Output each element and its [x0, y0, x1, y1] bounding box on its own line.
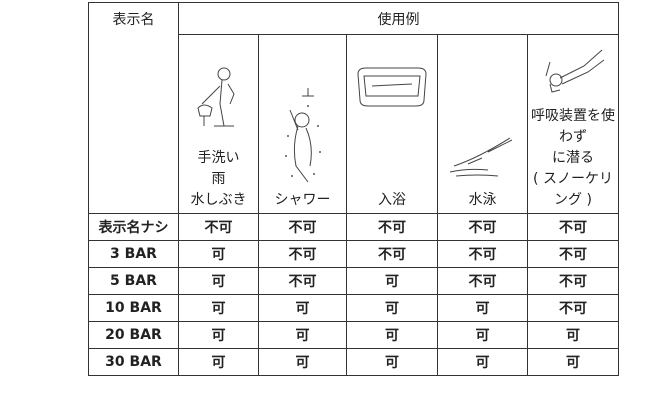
cell: 不可 — [258, 240, 347, 268]
row-label: 30 BAR — [88, 348, 179, 376]
usage-label: ( スノーケリ — [533, 171, 613, 187]
row-label: 5 BAR — [88, 267, 179, 295]
cell: 可 — [258, 321, 347, 349]
usage-cell: 入浴 — [346, 34, 438, 214]
cell: 可 — [346, 321, 438, 349]
data-row: 20 BAR 可可可可可 — [88, 321, 620, 349]
usage-label: わず — [559, 129, 588, 145]
cell: 不可 — [437, 240, 528, 268]
cell: 不可 — [178, 213, 259, 241]
usage-cell: 水泳 — [437, 34, 528, 214]
water-resistance-table: 表示名 使用例 手洗い雨水しぶき シャワー 入浴 水泳 呼吸装置を使 わず に潜る( スノー… — [88, 2, 620, 376]
cell: 可 — [437, 321, 528, 349]
table-head: 表示名 使用例 手洗い雨水しぶき シャワー 入浴 水泳 呼吸装置を使 わず に潜る( スノー… — [88, 2, 620, 214]
data-row: 表示名ナシ 不可 不可 不可 不可 不可 — [88, 213, 620, 241]
cell: 可 — [526, 321, 620, 349]
cell: 可 — [178, 294, 259, 322]
cell: 可 — [437, 294, 528, 322]
cell: 不可 — [346, 240, 438, 268]
cell: 可 — [258, 348, 347, 376]
row-label: 表示名ナシ — [88, 213, 179, 241]
usage-cell: 呼吸装置を使 わずに潜る ( スノーケリ ング ) — [526, 34, 620, 214]
row-label: 3 BAR — [88, 240, 179, 268]
cell: 不可 — [258, 267, 347, 295]
data-row: 3 BAR 可不可 不可 不可 不可 — [88, 240, 620, 268]
illustration — [449, 137, 512, 177]
name-header: 表示名 — [88, 2, 179, 214]
illustration — [284, 88, 321, 183]
cell: 可 — [346, 294, 438, 322]
usage-cell: シャワー — [258, 34, 347, 214]
usage-cell: 手洗い雨水しぶき — [178, 34, 259, 214]
cell: 可 — [346, 348, 438, 376]
cell: 可 — [258, 294, 347, 322]
usage-row: 手洗い雨水しぶき シャワー 入浴 水泳 呼吸装置を使 わず に潜る( スノーケリ ング ) — [89, 34, 620, 214]
cell: 可 — [178, 348, 259, 376]
data-row: 5 BAR 可不可可不可 不可 — [88, 267, 620, 295]
illustration — [196, 67, 235, 127]
usage-label: 呼吸装置を使 — [531, 108, 616, 124]
cell: 不可 — [526, 240, 620, 268]
usage-label: 水泳 — [468, 192, 497, 208]
data-row: 30 BAR 可可可可可 — [88, 348, 620, 376]
usage-label: ング ) — [554, 192, 592, 208]
cell: 不可 — [437, 267, 528, 295]
usage-header: 使用例 — [177, 2, 620, 35]
cell: 不可 — [437, 213, 528, 241]
usage-label: 水しぶき — [190, 192, 247, 208]
usage-label: シャワー — [274, 192, 331, 208]
header-row: 表示名 使用例 — [88, 2, 620, 214]
cell: 不可 — [346, 213, 438, 241]
cell: 不可 — [258, 213, 347, 241]
row-label: 20 BAR — [88, 321, 179, 349]
data-row: 10 BAR 可可可可不可 — [88, 294, 620, 322]
illustration — [357, 67, 427, 107]
cell: 不可 — [526, 213, 620, 241]
row-label: 10 BAR — [88, 294, 179, 322]
cell: 可 — [178, 267, 259, 295]
usage-label: に潜る — [552, 150, 595, 166]
usage-label: 雨 — [211, 171, 226, 187]
cell: 可 — [178, 321, 259, 349]
table-body: 表示名ナシ 不可 不可 不可 不可 不可 3 BAR 可不可 不可 不可 不可 5 BAR 可不可可不可… — [88, 213, 620, 376]
usage-label: 手洗い — [197, 150, 240, 166]
cell: 可 — [346, 267, 438, 295]
cell: 可 — [526, 348, 620, 376]
cell: 不可 — [526, 267, 620, 295]
usage-label: 入浴 — [378, 192, 406, 208]
cell: 不可 — [526, 294, 620, 322]
cell: 可 — [178, 240, 259, 268]
cell: 可 — [437, 348, 528, 376]
illustration — [545, 49, 605, 93]
